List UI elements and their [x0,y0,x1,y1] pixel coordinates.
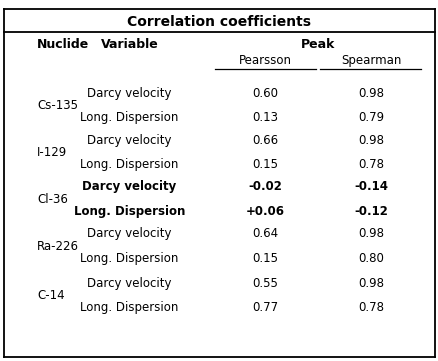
Text: Long. Dispersion: Long. Dispersion [80,158,178,171]
Text: Pearsson: Pearsson [239,54,291,67]
Text: Cs-135: Cs-135 [37,99,78,112]
Text: 0.64: 0.64 [252,227,278,240]
Text: Spearman: Spearman [340,54,400,67]
Text: 0.98: 0.98 [357,134,383,147]
Text: +0.06: +0.06 [246,205,284,218]
Text: 0.13: 0.13 [252,111,278,124]
Text: Darcy velocity: Darcy velocity [82,180,176,193]
Text: 0.55: 0.55 [252,277,278,290]
Text: 0.78: 0.78 [357,158,383,171]
Text: 0.77: 0.77 [252,301,278,314]
Text: Darcy velocity: Darcy velocity [87,227,171,240]
Text: Long. Dispersion: Long. Dispersion [80,252,178,265]
Text: -0.14: -0.14 [353,180,387,193]
Text: 0.98: 0.98 [357,87,383,100]
Text: 0.79: 0.79 [357,111,383,124]
Text: Peak: Peak [300,38,335,51]
Text: 0.66: 0.66 [252,134,278,147]
Text: -0.02: -0.02 [248,180,282,193]
Text: I-129: I-129 [37,146,67,159]
Text: 0.15: 0.15 [252,252,278,265]
Text: Cl-36: Cl-36 [37,193,68,206]
Text: Variable: Variable [100,38,158,51]
Text: Long. Dispersion: Long. Dispersion [74,205,185,218]
Text: Darcy velocity: Darcy velocity [87,87,171,100]
Text: Nuclide: Nuclide [37,38,89,51]
Text: Darcy velocity: Darcy velocity [87,134,171,147]
Text: 0.98: 0.98 [357,227,383,240]
Text: 0.78: 0.78 [357,301,383,314]
Text: 0.98: 0.98 [357,277,383,290]
Text: Ra-226: Ra-226 [37,240,79,253]
Text: C-14: C-14 [37,289,65,302]
Text: -0.12: -0.12 [353,205,387,218]
Text: 0.15: 0.15 [252,158,278,171]
Text: Darcy velocity: Darcy velocity [87,277,171,290]
Text: 0.60: 0.60 [252,87,278,100]
Text: Long. Dispersion: Long. Dispersion [80,111,178,124]
Text: Long. Dispersion: Long. Dispersion [80,301,178,314]
Text: Correlation coefficients: Correlation coefficients [127,16,311,29]
Text: 0.80: 0.80 [357,252,383,265]
